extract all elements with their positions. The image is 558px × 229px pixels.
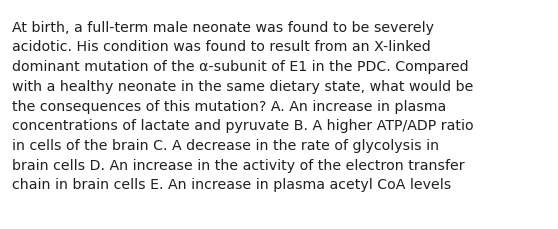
Text: At birth, a full-term male neonate was found to be severely
acidotic. His condit: At birth, a full-term male neonate was f… [12, 21, 474, 192]
